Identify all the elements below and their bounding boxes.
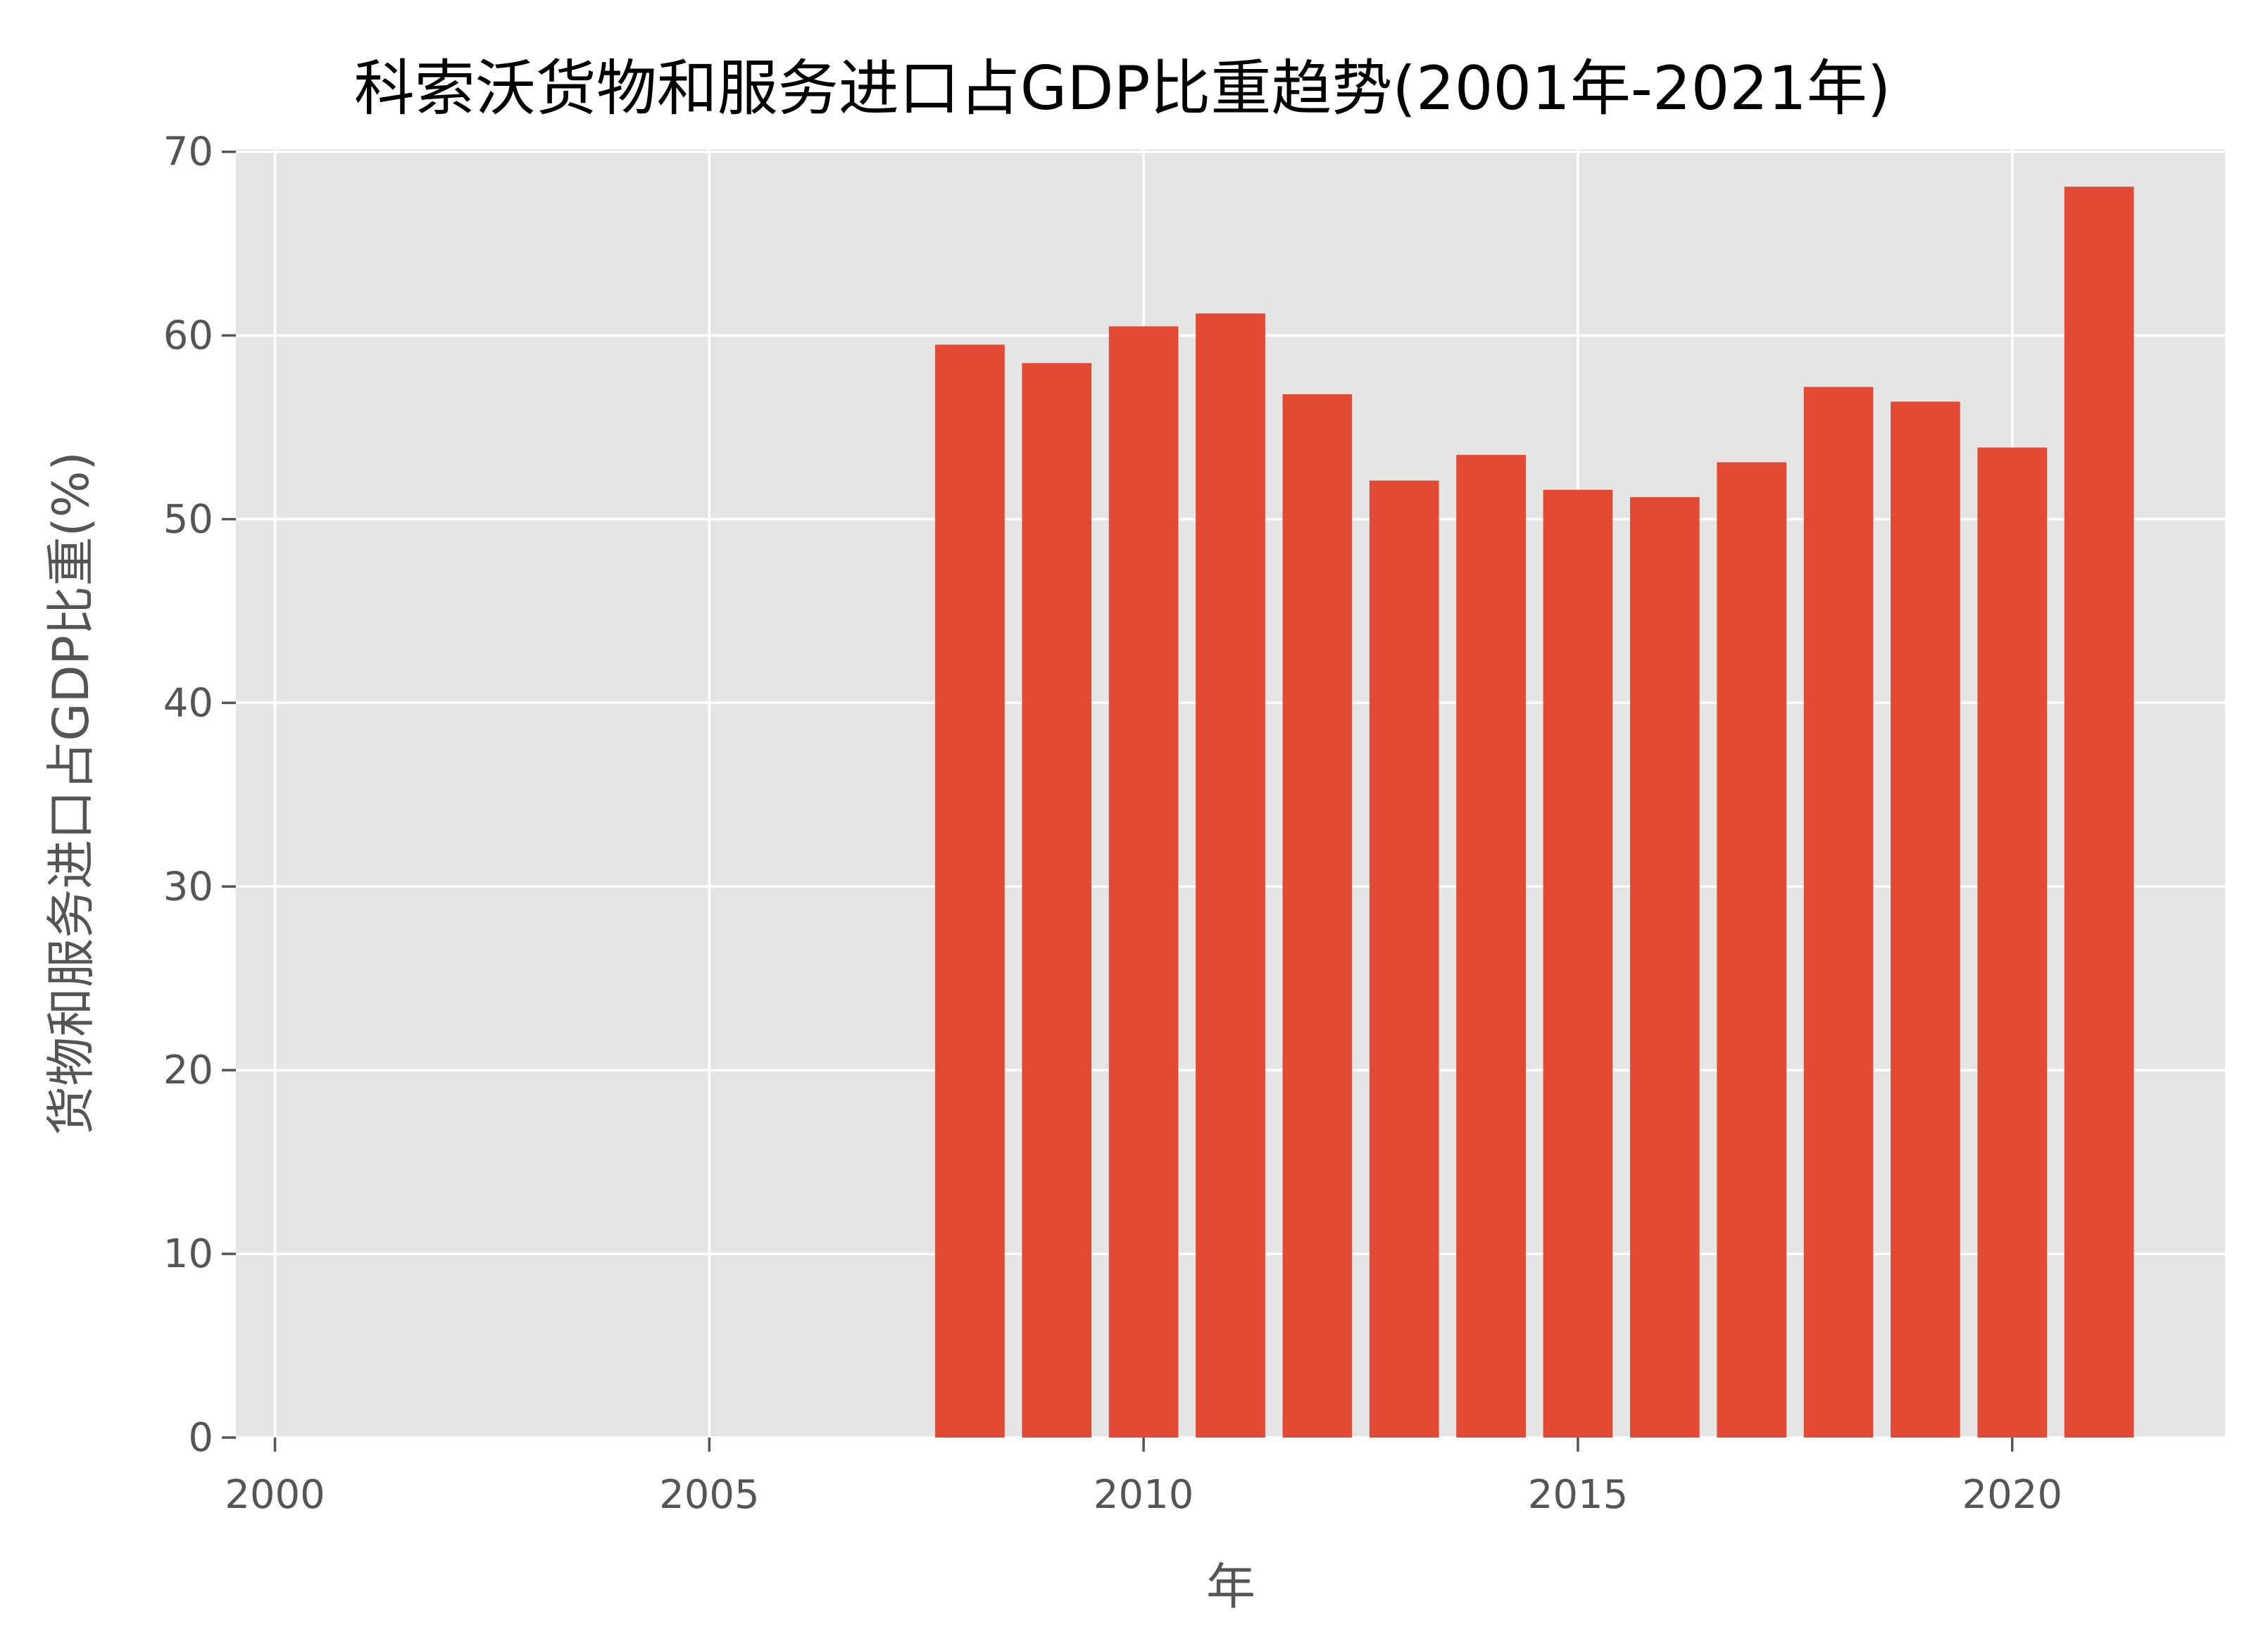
x-tick-label: 2020 — [1962, 1472, 2063, 1518]
y-tick-label: 20 — [163, 1048, 213, 1093]
y-axis-ticks: 0 10 20 30 40 50 60 70 — [163, 130, 236, 1461]
bar-2011 — [1196, 313, 1265, 1438]
y-axis-label: 货物和服务进口占GDP比重(%) — [42, 451, 100, 1136]
y-tick-label: 60 — [163, 313, 213, 359]
bars — [935, 187, 2134, 1438]
bar-2010 — [1108, 326, 1179, 1438]
bar-2012 — [1282, 394, 1353, 1438]
bar-2019 — [1891, 401, 1960, 1438]
bar-2021 — [2064, 187, 2134, 1438]
bar-2009 — [1022, 363, 1092, 1438]
x-tick-label: 2000 — [225, 1472, 325, 1518]
x-axis-label: 年 — [1206, 1558, 1255, 1616]
chart-title: 科索沃货物和服务进口占GDP比重趋势(2001年-2021年) — [354, 54, 1891, 124]
y-tick-label: 30 — [163, 864, 213, 910]
bar-2020 — [1977, 447, 2048, 1438]
bar-2008 — [935, 344, 1005, 1438]
bar-2016 — [1629, 497, 1700, 1438]
bar-2017 — [1717, 462, 1787, 1438]
y-tick-label: 50 — [163, 496, 213, 542]
y-tick-label: 0 — [188, 1415, 213, 1461]
bar-2014 — [1456, 455, 1526, 1438]
bar-2018 — [1803, 386, 1874, 1438]
y-tick-label: 40 — [163, 680, 213, 726]
x-tick-label: 2010 — [1094, 1472, 1194, 1518]
x-tick-label: 2015 — [1528, 1472, 1629, 1518]
x-tick-label: 2005 — [659, 1472, 760, 1518]
y-tick-label: 70 — [163, 130, 213, 175]
bar-2013 — [1369, 480, 1439, 1438]
y-tick-label: 10 — [163, 1231, 213, 1277]
bar-2015 — [1543, 489, 1613, 1438]
x-axis-ticks: 2000 2005 2010 2015 2020 — [225, 1438, 2062, 1518]
